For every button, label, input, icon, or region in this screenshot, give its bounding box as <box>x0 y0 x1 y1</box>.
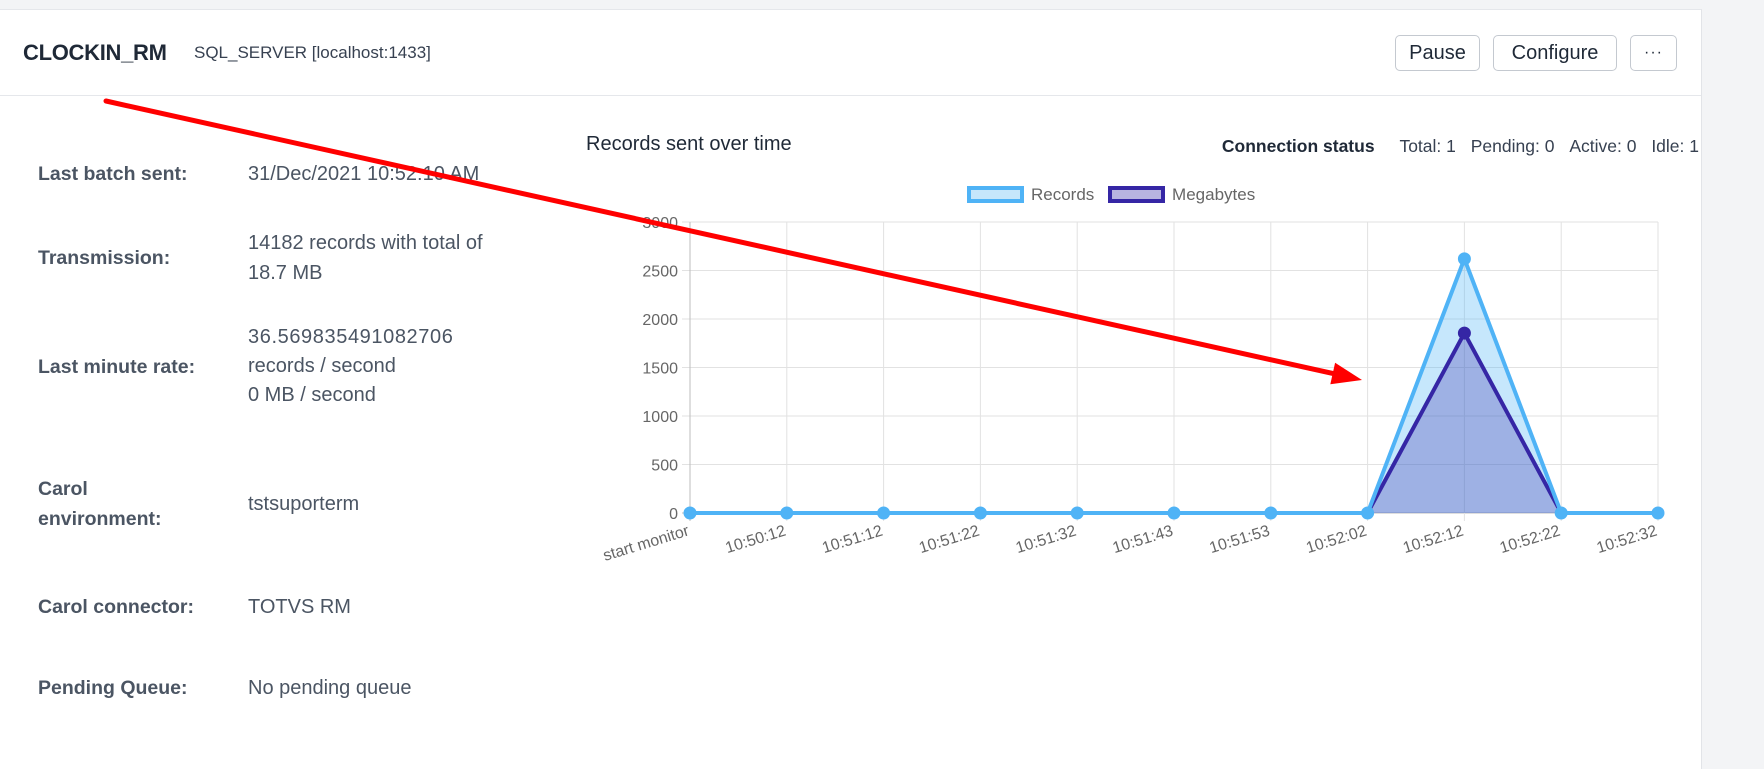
configure-button[interactable]: Configure <box>1493 35 1617 71</box>
svg-text:2500: 2500 <box>642 264 678 281</box>
connection-idle: Idle: 1 <box>1651 136 1699 156</box>
svg-text:1000: 1000 <box>642 409 678 426</box>
svg-text:10:51:12: 10:51:12 <box>820 523 885 557</box>
connector-subtitle: SQL_SERVER [localhost:1433] <box>194 43 431 62</box>
svg-text:10:51:22: 10:51:22 <box>917 523 982 557</box>
svg-text:10:50:12: 10:50:12 <box>723 523 788 557</box>
svg-text:10:52:22: 10:52:22 <box>1498 523 1563 557</box>
connector-title: CLOCKIN_RM <box>23 40 167 65</box>
detail-value: No pending queue <box>248 677 412 699</box>
connection-pending: Pending: 0 <box>1470 136 1555 156</box>
connection-active: Active: 0 <box>1569 136 1637 156</box>
pause-button[interactable]: Pause <box>1395 35 1480 71</box>
svg-text:10:52:12: 10:52:12 <box>1401 523 1466 557</box>
connection-total: Total: 1 <box>1399 136 1456 156</box>
detail-label: Pending Queue: <box>38 677 188 699</box>
detail-label: Carol environment: <box>38 478 162 530</box>
detail-value: tstsuporterm <box>248 493 360 515</box>
svg-text:10:52:32: 10:52:32 <box>1595 523 1660 557</box>
svg-text:10:52:02: 10:52:02 <box>1304 523 1369 557</box>
svg-text:10:51:53: 10:51:53 <box>1207 523 1272 557</box>
svg-text:start monitor: start monitor <box>601 522 692 564</box>
svg-text:2000: 2000 <box>642 312 678 329</box>
card-header: CLOCKIN_RM SQL_SERVER [localhost:1433] P… <box>0 10 1701 96</box>
records-chart: 0 500 1000 1500 2000 2500 3000 start monitor 10:… <box>601 215 1665 565</box>
svg-text:500: 500 <box>651 458 678 475</box>
svg-text:0: 0 <box>669 506 678 523</box>
detail-label: Carol connector: <box>38 596 195 618</box>
more-options-button[interactable]: ··· <box>1630 35 1677 71</box>
svg-text:3000: 3000 <box>642 215 678 232</box>
ellipsis-icon: ··· <box>1644 44 1663 61</box>
svg-text:1500: 1500 <box>642 361 678 378</box>
detail-value: TOTVS RM <box>248 596 351 618</box>
svg-text:10:51:32: 10:51:32 <box>1014 523 1079 557</box>
svg-text:10:51:43: 10:51:43 <box>1111 523 1176 557</box>
